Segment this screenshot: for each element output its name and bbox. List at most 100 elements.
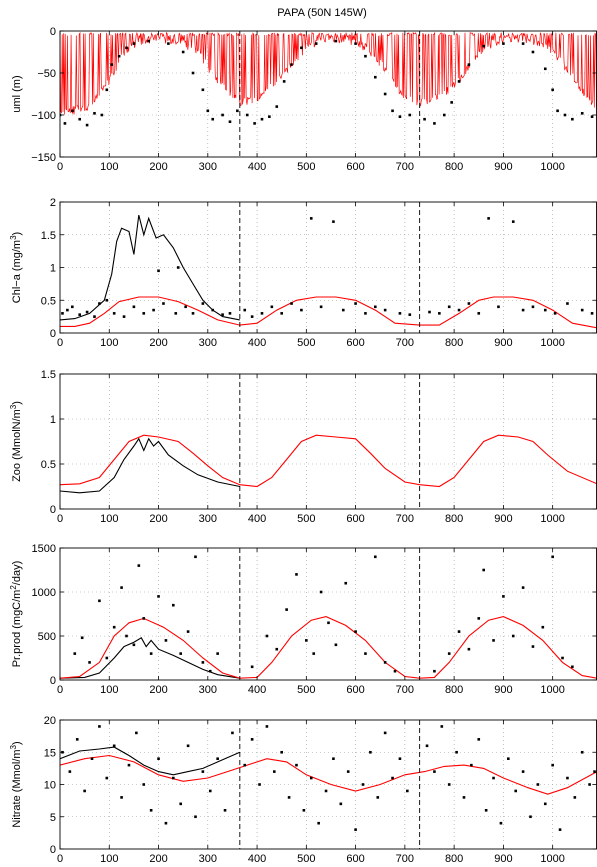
x-tick-label: 900 [494,161,512,173]
x-tick-label: 0 [57,513,63,525]
x-tick-label: 200 [149,161,167,173]
y-axis-label: Pr.prod (mgC/m2/day) [9,561,24,668]
data-point [354,302,357,305]
y-axis-label: Nitrate (Mmol/m3) [9,741,24,827]
data-point [245,113,249,117]
x-tick-label: 200 [149,337,167,349]
data-point [208,789,212,793]
data-point [191,71,195,75]
data-point [112,744,116,748]
x-tick-label: 300 [199,853,217,865]
data-point [482,568,485,572]
data-point [110,63,114,66]
data-point [120,796,123,799]
data-point [265,725,269,728]
data-point [457,80,461,83]
data-point [332,220,335,223]
data-point [201,770,205,773]
data-point [300,308,303,312]
data-point [457,630,461,633]
data-point [268,115,271,118]
data-point [66,308,69,312]
data-point [433,669,436,673]
data-point [334,39,338,43]
data-point [132,305,136,309]
data-point [71,305,74,309]
data-point [85,123,89,127]
data-point [440,725,444,728]
data-point [201,88,205,92]
plot-area [60,214,597,329]
x-tick-label: 400 [248,853,266,865]
data-point [319,305,323,309]
data-point [566,776,569,780]
data-point [122,315,126,318]
data-point [191,312,195,315]
data-point [152,308,155,312]
x-tick-label: 400 [248,161,266,173]
x-tick-label: 700 [396,513,414,525]
data-point [312,652,316,655]
series-line-obs [60,214,240,321]
series-line-mixed-layer [60,31,597,115]
data-point [553,312,557,315]
data-point [125,634,128,638]
data-point [398,312,402,315]
y-tick-label: 1 [50,263,56,275]
chart-panel-1: 0 100 200 300 400 500 600 700 800 900 1000 −150 −100… [11,26,597,173]
chart-panel-2: 0 100 200 300 400 500 600 700 800 900 1000 0 0.5 1 1.5… [9,197,597,349]
x-tick-label: 500 [297,337,315,349]
data-point [470,763,473,767]
x-tick-label: 500 [297,684,315,696]
data-point [93,315,96,318]
data-point [253,122,256,125]
data-point [127,763,131,767]
data-point [309,217,313,220]
x-tick-label: 300 [199,161,217,173]
data-point [68,770,72,773]
series-line-obs [60,746,241,776]
data-point [573,796,577,799]
x-tick-label: 900 [494,684,512,696]
data-point [580,308,584,312]
data-point [588,783,591,786]
y-axis-label: uml (m) [11,75,23,112]
data-point [181,50,185,54]
chart-panel-5: 0 100 200 300 400 500 600 700 800 900 1000 0 5 10 15 20… [9,715,597,865]
data-point [551,763,554,767]
y-tick-label: 1 [50,414,56,426]
data-point [90,757,94,760]
data-point [172,603,175,607]
data-point [61,312,64,315]
data-point [250,665,254,669]
series-line-model [60,754,597,795]
data-point [201,661,205,664]
data-point [536,783,540,786]
data-point [492,639,495,642]
data-point [137,564,141,567]
data-point [179,652,183,655]
data-point [132,643,136,647]
data-point [206,109,210,113]
y-tick-label: 10 [44,780,56,792]
data-point [467,302,471,305]
data-point [499,821,503,825]
data-point [258,783,261,786]
data-point [100,113,104,117]
data-point [383,731,387,735]
data-point [309,776,313,780]
data-point [457,308,461,312]
data-point [211,308,215,312]
y-tick-label: 0 [50,675,56,687]
data-point [433,122,436,125]
data-point [172,776,175,780]
axes-frame [59,547,597,681]
x-tick-label: 900 [494,513,512,525]
data-point [531,50,535,54]
y-tick-label: 5 [50,812,56,824]
data-point [211,117,215,121]
x-tick-label: 400 [248,684,266,696]
data-point [369,750,372,754]
series-line-model [60,434,597,488]
x-tick-label: 700 [396,853,414,865]
